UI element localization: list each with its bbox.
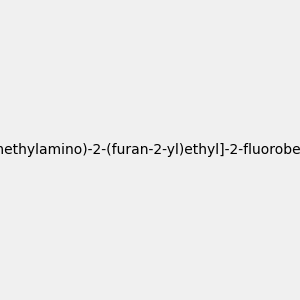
Text: N-[2-(dimethylamino)-2-(furan-2-yl)ethyl]-2-fluorobenzamide: N-[2-(dimethylamino)-2-(furan-2-yl)ethyl… bbox=[0, 143, 300, 157]
